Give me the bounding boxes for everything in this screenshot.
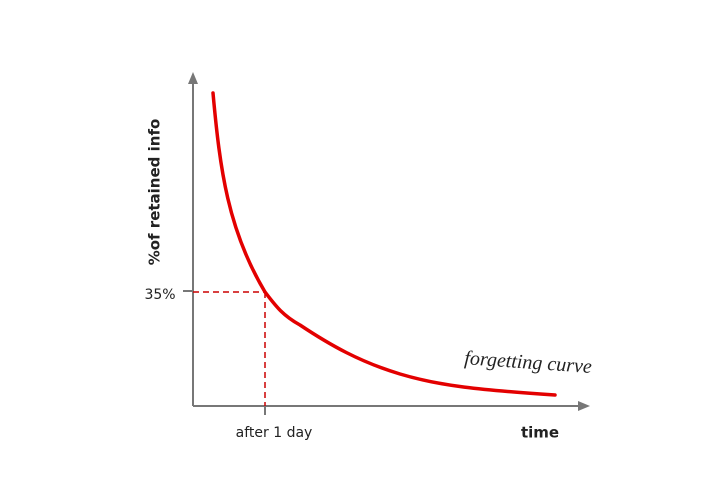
y-marker-label: 35% [144, 287, 175, 303]
forgetting-curve [211, 91, 557, 397]
y-axis-label: %of retained info [146, 119, 164, 266]
y-axis-arrow [188, 72, 198, 84]
x-axis-arrow [578, 401, 590, 411]
x-axis-label: time [521, 424, 559, 442]
x-marker-label: after 1 day [236, 425, 313, 441]
